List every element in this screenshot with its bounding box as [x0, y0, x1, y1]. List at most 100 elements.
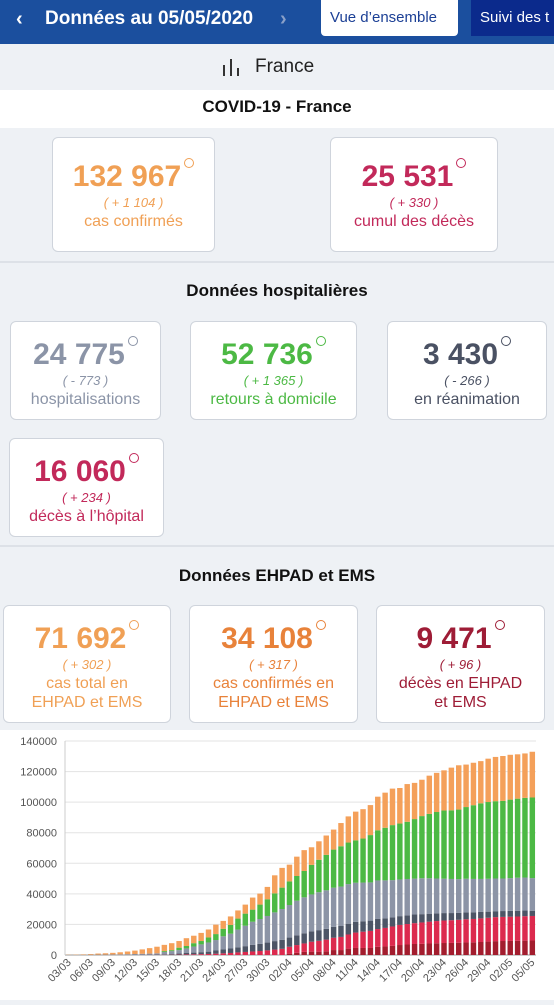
bar-segment: [184, 948, 189, 953]
bar-segment: [508, 878, 513, 911]
bar-segment: [243, 914, 248, 926]
stat-value: 132 967: [53, 158, 214, 194]
bar-segment: [265, 916, 270, 943]
info-icon[interactable]: [495, 620, 505, 630]
bar-segment: [478, 879, 483, 912]
bar-segment: [309, 894, 314, 931]
bar-segment: [456, 920, 461, 943]
stat-label: EHPAD et EMS: [190, 693, 357, 712]
bar-segment: [508, 755, 513, 800]
bar-segment: [301, 871, 306, 897]
bar-segment: [213, 951, 218, 954]
bar-segment: [500, 878, 505, 911]
stat-delta: ( + 317 ): [190, 656, 357, 674]
y-tick-label: 100000: [20, 797, 57, 809]
bar-segment: [456, 765, 461, 809]
bar-segment: [493, 757, 498, 801]
bar-segment: [471, 763, 476, 805]
x-tick-label: 02/04: [267, 957, 295, 985]
bar-segment: [324, 929, 329, 940]
bar-segment: [287, 938, 292, 947]
bar-segment: [206, 942, 211, 951]
stat-delta: ( - 773 ): [11, 372, 160, 390]
bar-segment: [390, 880, 395, 917]
bar-segment: [235, 919, 240, 930]
stat-value: 52 736: [191, 336, 356, 372]
bar-segment: [522, 911, 527, 917]
bar-segment: [449, 913, 454, 920]
bar-segment: [353, 812, 358, 841]
bar-segment: [390, 946, 395, 955]
bar-segment: [360, 809, 365, 838]
stat-delta: ( + 1 365 ): [191, 372, 356, 390]
info-icon[interactable]: [501, 336, 511, 346]
bar-segment: [419, 944, 424, 955]
separator: [0, 545, 554, 547]
stat-card: 24 775( - 773 )hospitalisations: [10, 321, 161, 420]
bar-segment: [228, 948, 233, 952]
bar-segment: [463, 919, 468, 942]
bar-segment: [132, 954, 137, 955]
bar-segment: [478, 912, 483, 918]
region-selector[interactable]: France: [255, 56, 314, 78]
bar-segment: [412, 915, 417, 924]
stat-label: et EMS: [377, 693, 544, 712]
bar-segment: [221, 921, 226, 929]
bar-segment: [493, 801, 498, 878]
bar-segment: [257, 905, 262, 919]
bar-segment: [272, 912, 277, 941]
info-icon[interactable]: [128, 336, 138, 346]
bar-segment: [530, 911, 535, 916]
bar-segment: [360, 883, 365, 922]
bar-segment: [169, 943, 174, 950]
bar-segment: [449, 768, 454, 811]
bar-segment: [309, 847, 314, 865]
stat-value: 9 471: [377, 620, 544, 656]
bar-segment: [316, 930, 321, 941]
bar-segment: [272, 893, 277, 912]
bar-segment: [368, 805, 373, 835]
bar-segment: [478, 942, 483, 955]
bar-segment: [449, 943, 454, 955]
bar-segment: [198, 941, 203, 944]
bar-segment: [485, 918, 490, 942]
y-tick-label: 40000: [26, 889, 57, 901]
y-tick-label: 20000: [26, 919, 57, 931]
bar-segment: [375, 947, 380, 955]
info-icon[interactable]: [129, 620, 139, 630]
x-tick-label: 20/04: [399, 957, 427, 985]
bar-segment: [478, 761, 483, 803]
next-chevron[interactable]: ›: [280, 8, 287, 31]
bar-segment: [434, 943, 439, 955]
bar-segment: [338, 846, 343, 886]
bar-segment: [191, 954, 196, 955]
bar-segment: [265, 950, 270, 955]
y-tick-label: 80000: [26, 828, 57, 840]
bar-segment: [309, 931, 314, 941]
info-icon[interactable]: [129, 453, 139, 463]
back-chevron[interactable]: ‹: [16, 8, 23, 31]
bar-segment: [353, 948, 358, 955]
info-icon[interactable]: [316, 620, 326, 630]
bar-segment: [397, 916, 402, 925]
bar-segment: [140, 949, 145, 953]
x-tick-label: 18/03: [156, 957, 184, 985]
bar-segment: [213, 934, 218, 940]
info-icon[interactable]: [456, 158, 466, 168]
bar-segment: [353, 933, 358, 948]
bar-segment: [154, 947, 159, 954]
tab-territories[interactable]: Suivi des t: [471, 0, 554, 36]
bar-segment: [316, 860, 321, 892]
info-icon[interactable]: [184, 158, 194, 168]
info-icon[interactable]: [316, 336, 326, 346]
bar-segment: [198, 954, 203, 955]
x-tick-label: 08/04: [311, 957, 339, 985]
bar-segment: [530, 916, 535, 941]
bar-segment: [375, 929, 380, 947]
bar-segment: [397, 879, 402, 916]
stat-value: 16 060: [10, 453, 163, 489]
bar-segment: [441, 921, 446, 943]
bar-segment: [162, 951, 167, 952]
bar-segment: [221, 949, 226, 953]
tab-overview[interactable]: Vue d’ensemble: [321, 0, 458, 36]
